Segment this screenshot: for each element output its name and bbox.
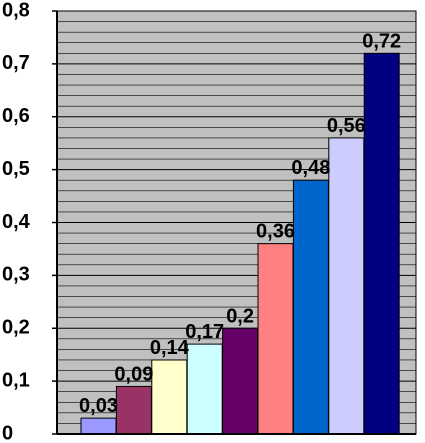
y-tick-label: 0 <box>2 422 13 443</box>
bar <box>115 385 152 435</box>
bar-value-label: 0,03 <box>79 395 118 417</box>
bar <box>80 417 117 435</box>
bar-value-label: 0,36 <box>256 221 295 243</box>
y-tick-label: 0,1 <box>2 369 30 391</box>
data-labels: 0,03 0,09 0,140,170,2 0,36 0,48 0,56 0,72 <box>79 30 401 417</box>
bar-value-label: 0,2 <box>226 305 254 327</box>
y-axis-ticks: 0 0,1 0,2 0,3 0,4 0,5 0,6 0,7 0,8 <box>2 0 57 443</box>
y-tick-label: 0,5 <box>2 158 30 180</box>
y-tick-label: 0,2 <box>2 317 30 339</box>
bar <box>186 343 223 435</box>
bar <box>257 243 294 435</box>
bar <box>151 359 188 435</box>
bars <box>80 52 400 435</box>
bar-value-label: 0,09 <box>114 363 153 385</box>
bar-value-label: 0,14 <box>150 337 190 359</box>
y-tick-label: 0,8 <box>2 0 30 21</box>
bar <box>363 52 400 435</box>
bar <box>222 327 259 435</box>
y-tick-label: 0,4 <box>2 211 31 233</box>
bar <box>328 137 365 435</box>
bar-value-label: 0,72 <box>362 30 401 52</box>
bar-value-label: 0,56 <box>327 115 366 137</box>
bar <box>292 179 329 435</box>
y-tick-label: 0,3 <box>2 264 30 286</box>
y-tick-label: 0,7 <box>2 52 30 74</box>
y-tick-label: 0,6 <box>2 105 30 127</box>
bar-value-label: 0,17 <box>185 321 224 343</box>
bar-value-label: 0,48 <box>291 157 330 179</box>
